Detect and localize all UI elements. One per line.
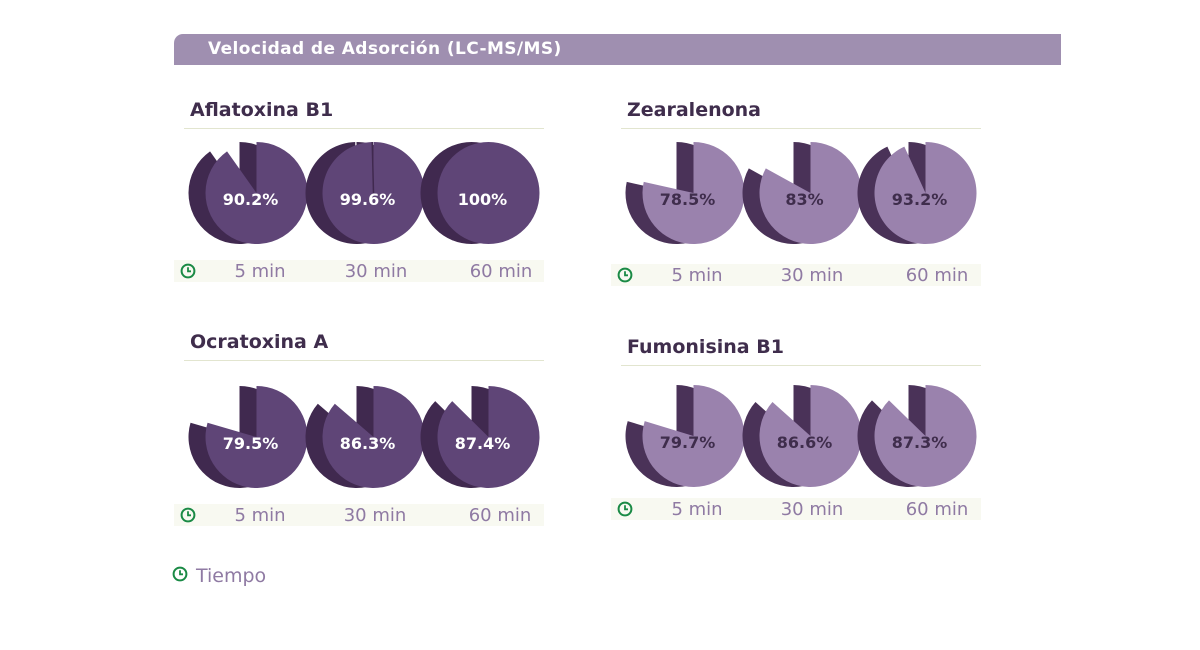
time-row: 5 min 30 min 60 min xyxy=(174,504,544,526)
pie-group: 90.2% 99.6% 100% xyxy=(188,141,540,244)
pie-value-label: 83% xyxy=(785,190,823,209)
clock-icon xyxy=(617,501,633,517)
panel-title: Aflatoxina B1 xyxy=(190,99,334,121)
pie-value-label: 86.6% xyxy=(777,433,833,452)
pie-slice xyxy=(874,142,977,244)
time-label: 60 min xyxy=(905,499,969,520)
pie-value-label: 78.5% xyxy=(660,190,716,209)
time-label: 30 min xyxy=(344,261,408,282)
pie-3: 87.4% xyxy=(420,386,540,488)
pie-3: 93.2% xyxy=(857,142,977,244)
pie-1: 79.5% xyxy=(188,386,308,488)
clock-icon xyxy=(180,507,196,523)
pie-2: 86.6% xyxy=(742,385,862,487)
pie-value-label: 99.6% xyxy=(340,190,396,209)
pie-slice xyxy=(759,142,862,244)
chart-title: Velocidad de Adsorción (LC-MS/MS) xyxy=(208,39,562,59)
panel-fumonisina-b1: Fumonisina B1 79.7% 86.6% 87.3% 5 min 30 m… xyxy=(611,336,991,536)
pie-slice xyxy=(322,386,425,488)
time-row: 5 min 30 min 60 min xyxy=(611,264,981,286)
pie-1: 79.7% xyxy=(625,385,745,487)
pie-value-label: 87.4% xyxy=(455,434,511,453)
pie-slice xyxy=(205,142,308,244)
pie-value-label: 93.2% xyxy=(892,190,948,209)
panel-title: Ocratoxina A xyxy=(190,331,329,353)
pie-value-label: 79.5% xyxy=(223,434,279,453)
panel-divider xyxy=(184,360,544,361)
pie-slice xyxy=(437,386,540,488)
panel-divider xyxy=(184,128,544,129)
panel-title: Fumonisina B1 xyxy=(627,336,784,358)
pie-3: 87.3% xyxy=(857,385,977,487)
legend-label: Tiempo xyxy=(196,565,267,587)
pie-slice xyxy=(642,385,745,487)
panel-zearalenona: Zearalenona 78.5% 83% 93.2% 5 min 30 min 6… xyxy=(611,99,991,299)
time-label: 5 min xyxy=(671,499,723,520)
panel-divider xyxy=(621,365,981,366)
pie-1: 78.5% xyxy=(625,142,745,245)
time-label: 60 min xyxy=(469,261,533,282)
time-row: 5 min 30 min 60 min xyxy=(611,498,981,520)
time-label: 30 min xyxy=(780,499,844,520)
title-bar: Velocidad de Adsorción (LC-MS/MS) xyxy=(174,34,1061,65)
pie-slice xyxy=(642,142,745,245)
pie-1: 90.2% xyxy=(188,142,308,244)
pie-gap xyxy=(371,141,375,194)
panel-divider xyxy=(621,128,981,129)
pie-slice xyxy=(874,385,977,487)
pie-2: 86.3% xyxy=(305,386,425,488)
pie-value-label: 87.3% xyxy=(892,433,948,452)
pie-group: 78.5% 83% 93.2% xyxy=(625,142,977,245)
clock-icon xyxy=(172,566,188,582)
time-label: 5 min xyxy=(234,261,286,282)
time-label: 30 min xyxy=(780,265,844,286)
time-label: 30 min xyxy=(343,505,407,526)
panel-title: Zearalenona xyxy=(627,99,762,121)
time-label: 60 min xyxy=(905,265,969,286)
time-label: 5 min xyxy=(234,505,286,526)
pie-slice xyxy=(205,386,308,488)
time-label: 60 min xyxy=(468,505,532,526)
panel-aflatoxina-b1: Aflatoxina B1 90.2% 99.6% 100% 5 min 30 mi… xyxy=(174,99,554,299)
clock-icon xyxy=(617,267,633,283)
panel-ocratoxina-a: Ocratoxina A 79.5% 86.3% 87.4% 5 min 30 mi… xyxy=(174,331,554,531)
pie-3: 100% xyxy=(420,142,540,244)
time-label: 5 min xyxy=(671,265,723,286)
pie-group: 79.7% 86.6% 87.3% xyxy=(625,385,977,487)
pie-value-label: 100% xyxy=(458,190,507,209)
clock-icon xyxy=(180,263,196,279)
time-row: 5 min 30 min 60 min xyxy=(174,260,544,282)
pie-value-label: 86.3% xyxy=(340,434,396,453)
pie-value-label: 90.2% xyxy=(223,190,279,209)
pie-slice xyxy=(437,142,540,244)
pie-2: 99.6% xyxy=(305,141,425,244)
pie-value-label: 79.7% xyxy=(660,433,716,452)
pie-slice xyxy=(759,385,862,487)
pie-group: 79.5% 86.3% 87.4% xyxy=(188,386,540,488)
pie-2: 83% xyxy=(742,142,862,244)
